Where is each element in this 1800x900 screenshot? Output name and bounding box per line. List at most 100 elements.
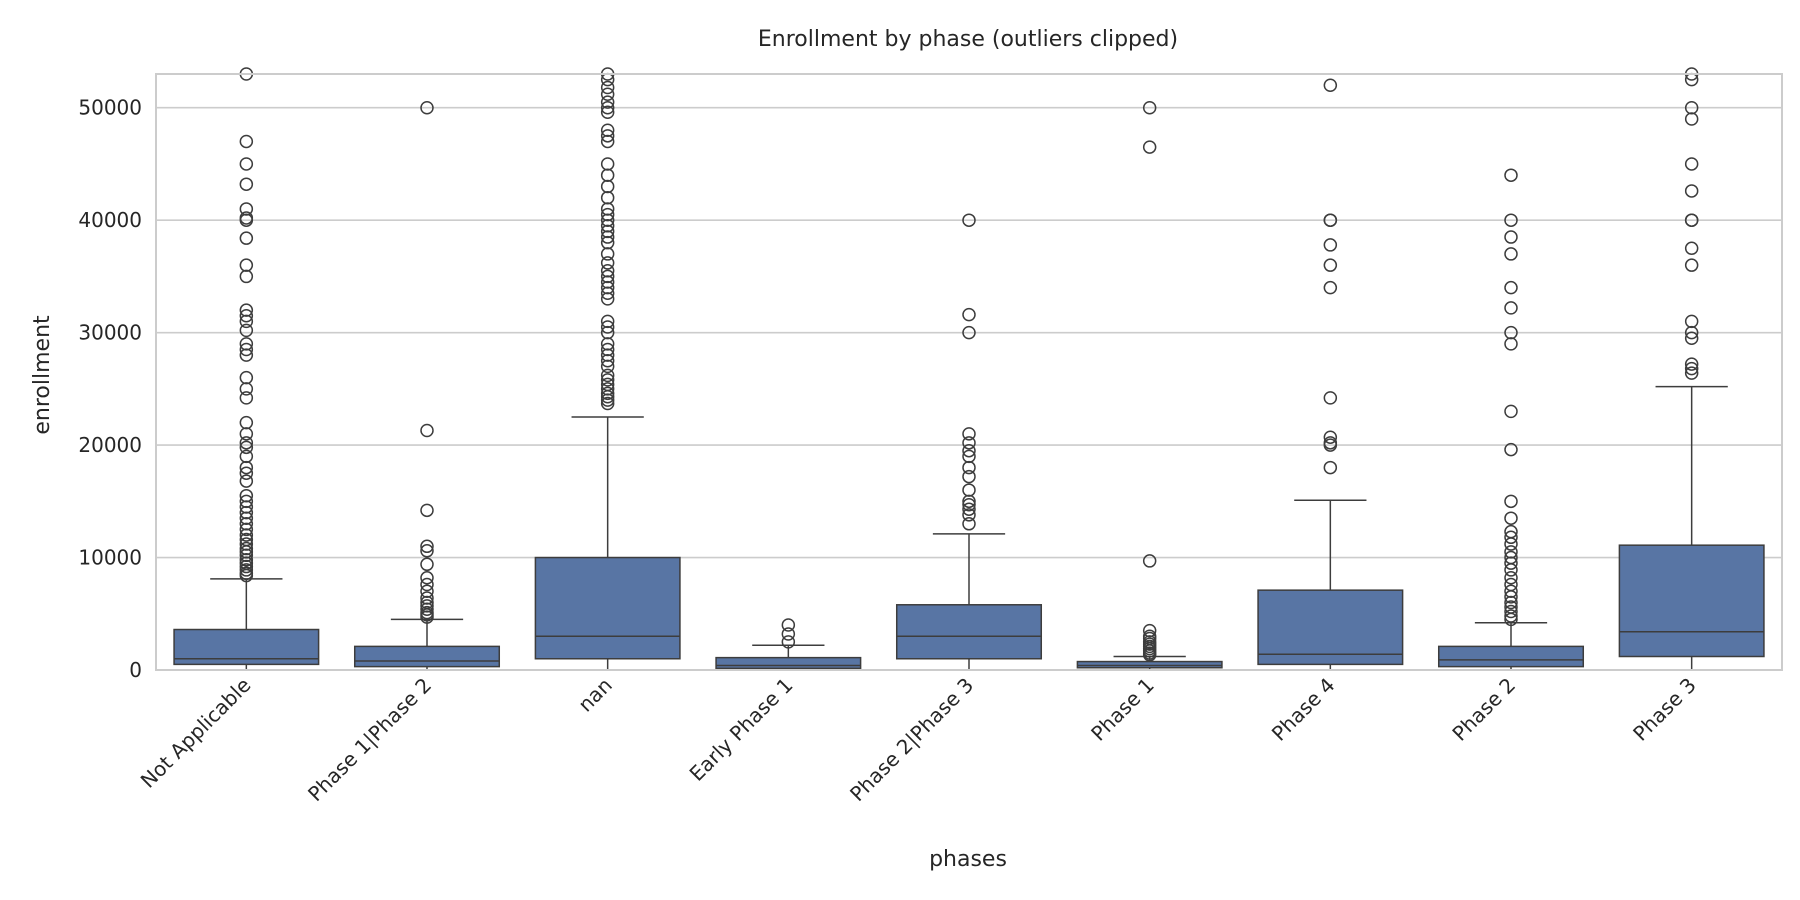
box-group [534,67,681,671]
outlier-point [420,571,434,585]
outlier-point [600,396,615,411]
outlier-point [1504,511,1518,525]
outlier-point [239,537,254,551]
x-tick-label: Phase 4 [1267,673,1340,746]
outlier-point [1504,280,1518,295]
outlier-point [239,415,254,430]
outlier-point [1323,238,1338,252]
outlier-point [239,517,254,531]
outlier-point [1142,648,1157,662]
outlier-point [239,449,254,464]
outlier-point [962,494,976,509]
outlier-point [600,314,615,329]
box-iqr [534,556,681,660]
outlier-point [1684,241,1699,256]
outlier-point [600,105,615,119]
outlier-point [239,337,254,351]
outlier-point [600,269,615,284]
outlier-point [600,325,615,340]
outlier-point [1504,571,1518,585]
outlier-point [962,469,976,484]
outlier-point [600,100,615,115]
outlier-point [600,348,615,362]
box-group [173,67,320,671]
outlier-point [600,95,615,109]
box-group [1618,67,1765,671]
outlier-point [1504,609,1518,623]
outlier-point [600,224,615,239]
outlier-point [239,309,254,323]
y-tick-label: 20000 [78,433,142,457]
y-tick-label: 0 [129,658,142,682]
outlier-point [239,342,254,357]
x-tick-label: nan [573,673,617,717]
outlier-point [600,292,615,306]
outlier-point [239,258,254,272]
outlier-point [239,505,254,520]
outlier-point [1684,331,1699,346]
y-axis-title: enrollment [30,315,55,435]
outlier-point [781,635,796,649]
outlier-point [600,247,615,261]
outlier-point [239,370,254,385]
outlier-point [1504,545,1518,559]
outlier-point [1504,325,1518,340]
box-iqr [353,645,501,668]
outlier-point [239,553,254,567]
outlier-point [1684,157,1699,171]
outlier-point [239,466,254,480]
y-tick-label: 10000 [78,546,142,570]
x-tick-label: Early Phase 1 [685,673,798,786]
outlier-point [1504,168,1518,182]
outlier-point [962,307,976,322]
box-iqr [715,656,862,670]
outlier-point [1323,213,1338,227]
outlier-point [781,618,796,632]
outlier-point [600,389,615,404]
box-group [1076,100,1223,671]
x-tick-label: Phase 1|Phase 2 [303,673,436,806]
outlier-point [239,202,254,216]
outlier-point [600,256,615,270]
outlier-point [239,323,254,338]
outlier-point [600,213,615,227]
x-axis-title: phases [929,847,1007,872]
outlier-point [600,337,615,351]
outlier-point [1323,460,1338,475]
outlier-point [239,522,254,537]
outlier-point [239,440,254,455]
outlier-point [962,502,976,516]
outlier-point [239,427,254,441]
plot-area [173,67,1765,671]
outlier-point [600,373,615,387]
outlier-point [1504,563,1518,577]
outlier-point [1142,554,1157,568]
outlier-point [239,548,254,563]
outlier-point [1684,361,1699,376]
outlier-point [239,157,254,171]
outlier-point [600,80,615,95]
outlier-point [239,213,254,227]
outlier-point [239,269,254,284]
outlier-point [1504,337,1518,351]
outlier-point [1684,112,1699,126]
outlier-point [600,134,615,149]
box-iqr [1618,544,1765,658]
outlier-point [1504,604,1518,619]
outlier-point [239,488,254,503]
outlier-point [962,517,976,531]
outlier-point [239,559,254,574]
outlier-point [1504,590,1518,604]
outlier-point [239,134,254,149]
outlier-point [1504,442,1518,457]
box-iqr [1257,589,1404,666]
outlier-point [1504,612,1518,627]
box-iqr [895,604,1043,660]
outlier-point [239,314,254,329]
outlier-point [600,275,615,289]
outlier-point [1323,391,1338,405]
box-iqr [1437,645,1585,668]
y-tick-label: 30000 [78,321,142,345]
outlier-point [239,303,254,317]
